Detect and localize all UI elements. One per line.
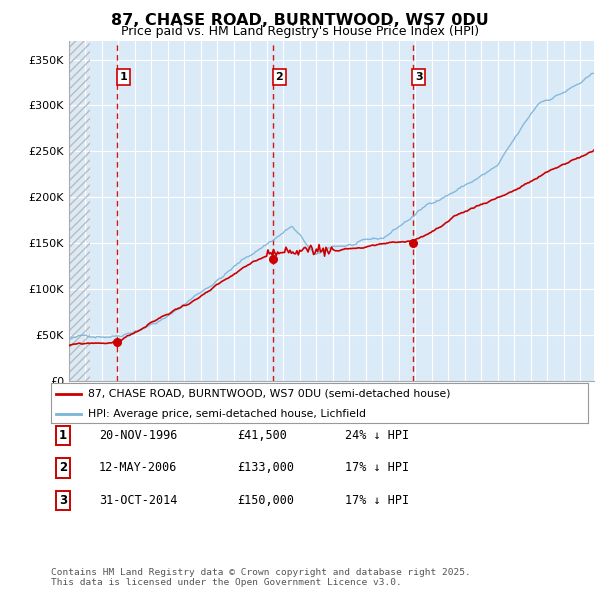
Text: 31-OCT-2014: 31-OCT-2014 xyxy=(99,494,178,507)
Bar xyxy=(69,41,89,381)
Text: Contains HM Land Registry data © Crown copyright and database right 2025.
This d: Contains HM Land Registry data © Crown c… xyxy=(51,568,471,587)
Text: 12-MAY-2006: 12-MAY-2006 xyxy=(99,461,178,474)
Text: Price paid vs. HM Land Registry's House Price Index (HPI): Price paid vs. HM Land Registry's House … xyxy=(121,25,479,38)
Text: 3: 3 xyxy=(415,72,422,82)
Text: 20-NOV-1996: 20-NOV-1996 xyxy=(99,429,178,442)
Text: 17% ↓ HPI: 17% ↓ HPI xyxy=(345,461,409,474)
Text: 87, CHASE ROAD, BURNTWOOD, WS7 0DU: 87, CHASE ROAD, BURNTWOOD, WS7 0DU xyxy=(111,13,489,28)
Text: 2: 2 xyxy=(275,72,283,82)
Text: 24% ↓ HPI: 24% ↓ HPI xyxy=(345,429,409,442)
Text: 1: 1 xyxy=(59,429,67,442)
Text: 17% ↓ HPI: 17% ↓ HPI xyxy=(345,494,409,507)
Text: HPI: Average price, semi-detached house, Lichfield: HPI: Average price, semi-detached house,… xyxy=(88,409,365,419)
Text: 3: 3 xyxy=(59,494,67,507)
Text: £41,500: £41,500 xyxy=(237,429,287,442)
Text: 1: 1 xyxy=(119,72,127,82)
Text: 87, CHASE ROAD, BURNTWOOD, WS7 0DU (semi-detached house): 87, CHASE ROAD, BURNTWOOD, WS7 0DU (semi… xyxy=(88,389,450,399)
Text: £133,000: £133,000 xyxy=(237,461,294,474)
Text: 2: 2 xyxy=(59,461,67,474)
Text: £150,000: £150,000 xyxy=(237,494,294,507)
